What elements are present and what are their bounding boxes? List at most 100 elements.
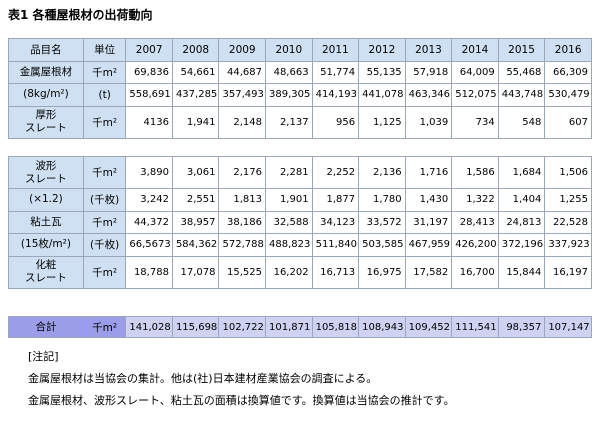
notes-heading: [注記] [28,350,59,363]
row-value: 16,700 [451,255,499,289]
row-value: 16,713 [311,255,360,289]
row-unit: 千m² [82,105,127,139]
row-value: 467,959 [404,233,453,257]
row-value: 54,661 [171,60,220,84]
row-label: 合計 [8,316,84,338]
header-year: 2014 [451,38,499,62]
row-value: 64,009 [451,60,499,84]
row-label: 粘土瓦 [8,210,84,234]
row-value: 463,346 [404,83,453,107]
row-value: 1,780 [358,188,406,212]
row-value: 1,813 [218,188,267,212]
row-value: 2,148 [218,105,267,139]
table-title: 表1 各種屋根材の出荷動向 [8,8,153,22]
note-line: 金属屋根材は当協会の集計。他は(社)日本建材産業協会の調査による。 [28,372,378,385]
row-value: 4136 [125,105,173,139]
row-value: 17,582 [404,255,453,289]
row-value: 98,357 [497,316,546,338]
row-value: 44,687 [218,60,267,84]
row-value: 1,901 [265,188,313,212]
row-value: 512,075 [451,83,499,107]
header-year: 2012 [358,38,406,62]
row-value: 38,186 [218,210,267,234]
header-row: 品目名 単位 2007 2008 2009 2010 2011 2012 2013 2014 201… [8,38,592,62]
header-year: 2015 [497,38,546,62]
row-value: 55,468 [497,60,546,84]
row-value: 956 [311,105,360,139]
row-value: 530,479 [544,83,592,107]
row-unit: 千m² [82,255,127,289]
row-value: 15,525 [218,255,267,289]
row-label: 波形 スレート [8,156,84,189]
row-value: 31,197 [404,210,453,234]
row-value: 1,941 [171,105,220,139]
row-value: 24,813 [497,210,546,234]
header-unit: 単位 [82,38,127,62]
table-row: (8kg/m²) (t) 558,691 437,285 357,493 389,305 4… [8,83,592,107]
shipment-table-part1: 品目名 単位 2007 2008 2009 2010 2011 2012 2013 2014 201… [8,38,592,139]
header-year: 2008 [171,38,220,62]
row-label: 化粧 スレート [8,255,84,289]
row-value: 69,836 [125,60,173,84]
header-name: 品目名 [8,38,84,62]
header-year: 2007 [125,38,173,62]
row-value: 66,5673 [125,233,173,257]
row-value: 32,588 [265,210,313,234]
row-value: 15,844 [497,255,546,289]
note-line: 金属屋根材、波形スレート、粘土瓦の面積は換算値です。換算値は当協会の推計です。 [28,394,455,407]
row-value: 337,923 [544,233,592,257]
row-value: 48,663 [265,60,313,84]
table-row: 波形 スレート 千m² 3,890 3,061 2,176 2,281 2,252 2,136 1… [8,156,592,189]
row-value: 16,202 [265,255,313,289]
row-unit: (千枚) [82,188,127,212]
row-value: 111,541 [451,316,499,338]
row-value: 389,305 [265,83,313,107]
row-value: 28,413 [451,210,499,234]
row-value: 57,918 [404,60,453,84]
row-value: 584,362 [171,233,220,257]
row-value: 38,957 [171,210,220,234]
row-value: 441,078 [358,83,406,107]
row-value: 141,028 [125,316,173,338]
row-value: 3,242 [125,188,173,212]
row-value: 1,404 [497,188,546,212]
row-value: 372,196 [497,233,546,257]
row-value: 1,125 [358,105,406,139]
row-value: 51,774 [311,60,360,84]
total-table: 合計 千m² 141,028 115,698 102,722 101,871 105,818… [8,316,592,338]
row-value: 3,890 [125,156,173,189]
table-row: 金属屋根材 千m² 69,836 54,661 44,687 48,663 51,774 55… [8,60,592,84]
row-value: 734 [451,105,499,139]
row-value: 357,493 [218,83,267,107]
header-year: 2013 [404,38,453,62]
row-label: (×1.2) [8,188,84,212]
notes: [注記] 金属屋根材は当協会の集計。他は(社)日本建材産業協会の調査による。 金… [28,346,455,412]
row-unit: (千枚) [82,233,127,257]
row-value: 101,871 [265,316,313,338]
row-value: 109,452 [404,316,453,338]
row-value: 44,372 [125,210,173,234]
row-value: 34,123 [311,210,360,234]
header-year: 2011 [311,38,360,62]
row-value: 107,147 [544,316,592,338]
row-label: 金属屋根材 [8,60,84,84]
row-value: 1,322 [451,188,499,212]
row-value: 503,585 [358,233,406,257]
shipment-table-part2: 波形 スレート 千m² 3,890 3,061 2,176 2,281 2,252 2,136 1… [8,156,592,289]
table-row: 粘土瓦 千m² 44,372 38,957 38,186 32,588 34,123 33,5… [8,210,592,234]
row-value: 33,572 [358,210,406,234]
row-unit: 千m² [82,60,127,84]
row-value: 66,309 [544,60,592,84]
row-value: 1,506 [544,156,592,189]
row-label: (15枚/m²) [8,233,84,257]
row-unit: (t) [82,83,127,107]
row-label: (8kg/m²) [8,83,84,107]
row-value: 2,551 [171,188,220,212]
table-row: (15枚/m²) (千枚) 66,5673 584,362 572,788 488,823… [8,233,592,257]
row-value: 2,137 [265,105,313,139]
row-value: 1,586 [451,156,499,189]
row-unit: 千m² [82,210,127,234]
row-value: 1,430 [404,188,453,212]
table-row: (×1.2) (千枚) 3,242 2,551 1,813 1,901 1,877 1,780… [8,188,592,212]
table-row: 合計 千m² 141,028 115,698 102,722 101,871 105,818… [8,316,592,338]
